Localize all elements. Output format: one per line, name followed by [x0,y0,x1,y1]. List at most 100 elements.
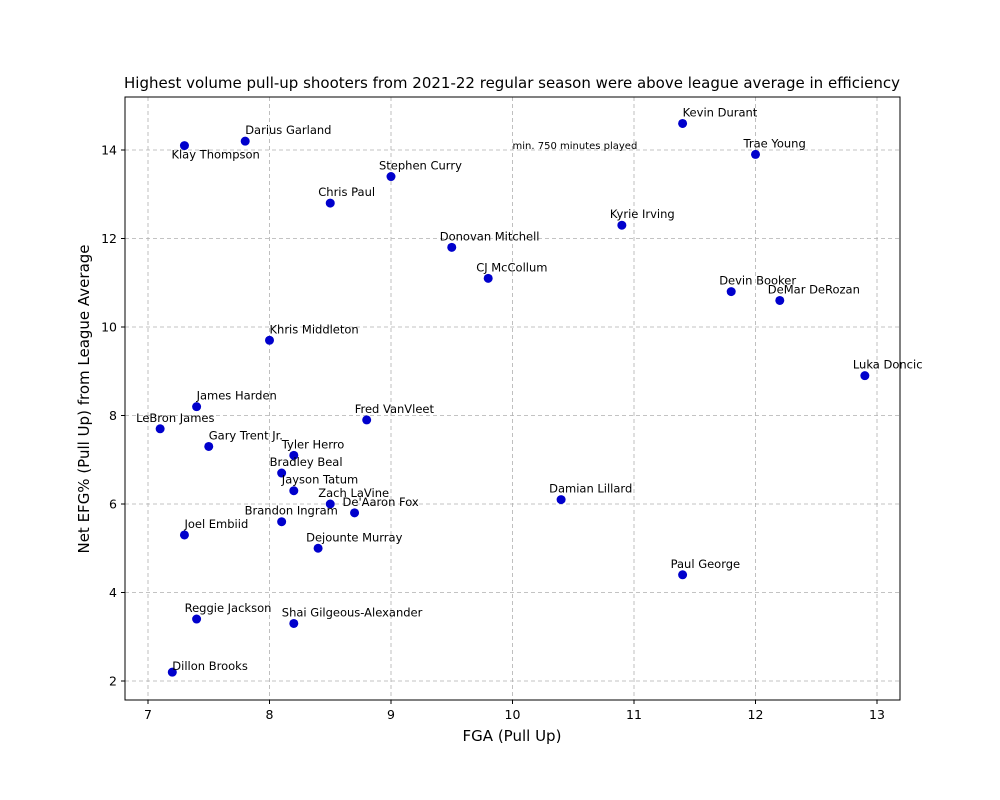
point-marker [678,570,688,580]
point-label: Dejounte Murray [306,530,402,544]
point-label: LeBron James [136,411,214,425]
data-point: James Harden [192,389,277,412]
point-marker [860,371,870,381]
point-marker [678,118,688,128]
y-tick-label: 12 [101,231,117,246]
data-point: Zach LaVine [318,486,389,509]
point-label: Stephen Curry [379,159,462,173]
data-point: Luka Doncic [853,358,923,381]
data-point: Jayson Tatum [281,473,358,496]
point-marker [350,508,360,518]
data-point: Fred VanVleet [355,402,435,425]
point-label: Kevin Durant [683,105,758,119]
point-label: Jayson Tatum [281,473,358,487]
point-label: Gary Trent Jr. [209,428,283,442]
y-tick-label: 4 [109,585,117,600]
data-point: DeMar DeRozan [768,282,860,305]
data-point: De'Aaron Fox [343,495,419,518]
point-label: Khris Middleton [270,322,359,336]
point-label: Kyrie Irving [610,207,675,221]
point-marker [167,667,177,677]
point-marker [556,495,566,505]
data-point: Damian Lillard [549,482,632,505]
data-points: Kevin Durant Trae Young Klay Thompson Dariu… [136,105,923,677]
data-point: Kevin Durant [678,105,758,128]
point-marker [289,450,299,460]
point-label: Trae Young [743,136,806,150]
x-tick-label: 12 [748,707,764,722]
point-marker [386,172,396,182]
data-point: Reggie Jackson [185,601,272,624]
data-point: Brandon Ingram [245,504,338,527]
data-point: Gary Trent Jr. [204,428,283,451]
point-marker [775,295,785,305]
y-axis-ticks: 2 4 6 8 10 12 14 [101,143,125,689]
point-marker [192,402,202,412]
point-marker [325,198,335,208]
point-label: DeMar DeRozan [768,282,860,296]
data-point: Khris Middleton [265,322,359,345]
point-marker [313,543,323,553]
point-label: Klay Thompson [171,148,259,162]
point-label: Damian Lillard [549,482,632,496]
x-axis-ticks: 7 8 9 10 11 12 13 [144,700,885,722]
point-label: Paul George [671,557,741,571]
point-label: Darius Garland [245,123,331,137]
data-point: Paul George [671,557,741,580]
data-point: Klay Thompson [171,141,260,162]
point-label: Fred VanVleet [355,402,435,416]
x-tick-label: 9 [387,707,395,722]
point-marker [483,273,493,283]
point-marker [289,618,299,628]
point-marker [447,242,457,252]
y-tick-label: 8 [109,408,117,423]
point-label: Shai Gilgeous-Alexander [282,605,423,619]
data-point: LeBron James [136,411,214,434]
point-label: Bradley Beal [270,455,343,469]
data-point: Dillon Brooks [167,659,248,677]
data-point: Darius Garland [240,123,331,146]
point-label: Dillon Brooks [172,659,248,673]
data-point: Chris Paul [318,185,375,208]
point-label: Chris Paul [318,185,375,199]
x-tick-label: 11 [626,707,642,722]
point-label: Reggie Jackson [185,601,272,615]
point-marker [240,136,250,146]
chart-annotation: min. 750 minutes played [513,141,638,152]
point-label: Luka Doncic [853,358,923,372]
y-tick-label: 6 [109,497,117,512]
data-point: Trae Young [743,136,806,159]
point-label: CJ McCollum [476,260,547,274]
x-tick-label: 13 [869,707,885,722]
x-tick-label: 7 [144,707,152,722]
point-marker [617,220,627,230]
point-marker [325,499,335,509]
point-marker [289,486,299,496]
point-label: De'Aaron Fox [343,495,419,509]
data-point: Stephen Curry [379,159,462,182]
point-label: Zach LaVine [318,486,389,500]
point-marker [204,441,214,451]
y-tick-label: 14 [101,143,117,158]
data-point: CJ McCollum [476,260,547,283]
data-point: Joel Embiid [179,517,248,540]
point-label: Donovan Mitchell [440,229,540,243]
point-marker [277,517,287,527]
point-marker [155,424,165,434]
point-marker [265,335,274,345]
point-label: Joel Embiid [183,517,248,531]
data-point: Shai Gilgeous-Alexander [282,605,423,628]
data-point: Bradley Beal [270,455,343,478]
data-point: Donovan Mitchell [440,229,540,252]
x-tick-label: 8 [266,707,274,722]
y-tick-label: 2 [109,674,117,689]
point-marker [362,415,372,425]
point-label: Devin Booker [719,274,796,288]
x-axis-label: FGA (Pull Up) [463,727,562,745]
plot-area-frame [124,96,901,701]
data-point: Dejounte Murray [306,530,403,553]
point-marker [179,530,189,540]
data-point: Kyrie Irving [610,207,675,230]
y-axis-label: Net EFG% (Pull Up) from League Average [75,244,93,553]
